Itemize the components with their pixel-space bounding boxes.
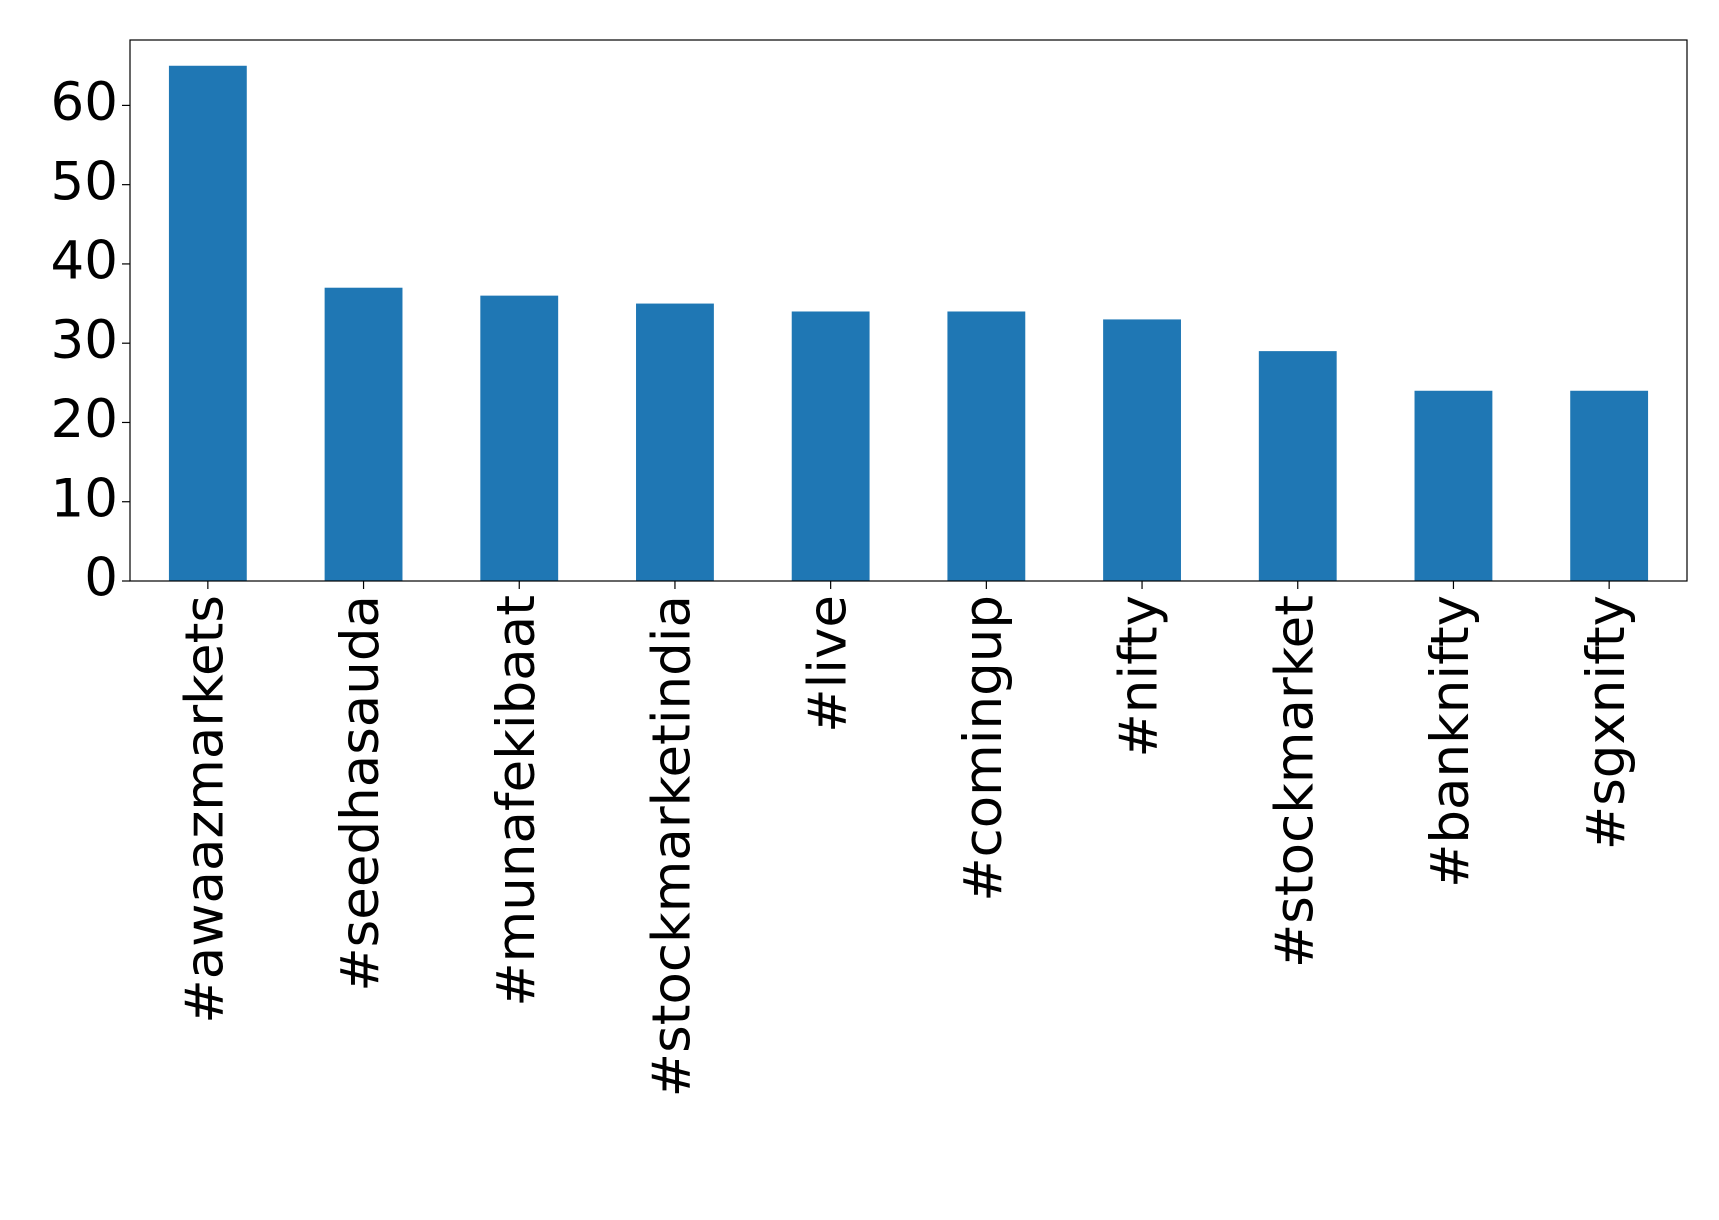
x-tick-label: #munafekibaat	[486, 595, 547, 1007]
y-tick-label: 20	[51, 389, 118, 450]
bar	[1103, 319, 1181, 581]
bar	[324, 287, 403, 581]
bar	[791, 311, 870, 581]
x-tick-label: #banknifty	[1420, 595, 1481, 888]
x-tick-label: #comingup	[953, 595, 1014, 902]
y-tick-label: 40	[51, 231, 118, 292]
y-tick-label: 0	[84, 548, 118, 609]
y-tick-label: 30	[51, 310, 118, 371]
y-tick-label: 60	[51, 72, 118, 133]
x-tick-label: #nifty	[1109, 595, 1170, 758]
x-tick-label: #sgxnifty	[1576, 595, 1637, 850]
bar	[1570, 390, 1649, 581]
x-tick-label: #live	[797, 595, 858, 733]
bar	[947, 311, 1026, 581]
axes-frame	[129, 39, 1688, 582]
y-tick-label: 10	[51, 468, 118, 529]
x-tick-label: #stockmarket	[1264, 595, 1325, 968]
x-tick-label: #seedhasauda	[330, 595, 391, 992]
bar	[1414, 390, 1493, 581]
y-tick-label: 50	[51, 151, 118, 212]
x-tick-label: #stockmarketindia	[642, 595, 703, 1097]
bar	[480, 295, 559, 581]
bar	[1258, 351, 1337, 581]
x-tick-label: #awaazmarkets	[174, 595, 235, 1024]
bar	[168, 65, 247, 581]
bar	[636, 303, 714, 581]
plot-area: 0 10 20 30 40 50 60 #awaazmarkets #seedhasauda #m…	[51, 65, 1649, 1097]
